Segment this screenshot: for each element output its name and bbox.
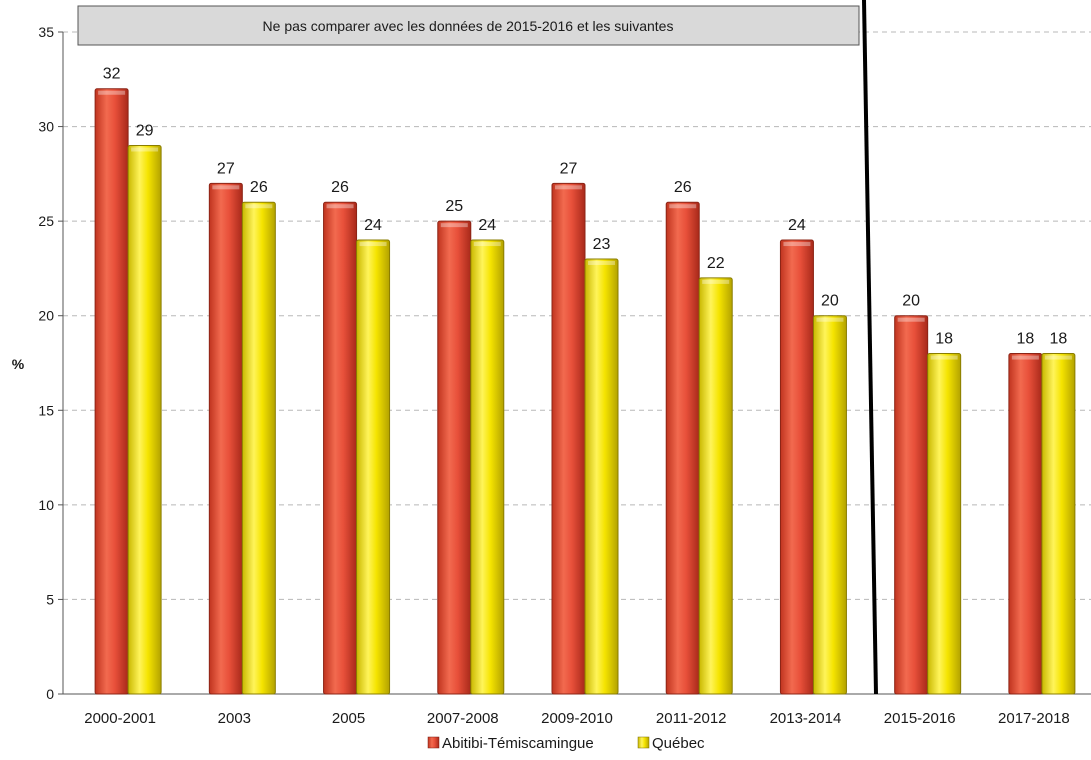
x-tick-label: 2017-2018 <box>998 710 1070 727</box>
data-label-quebec: 22 <box>707 255 725 272</box>
data-label-abitibi: 27 <box>560 160 578 177</box>
bar-abitibi <box>1008 353 1043 695</box>
bar-quebec-bevel <box>930 355 958 360</box>
y-tick-label: 30 <box>38 119 54 135</box>
bar-abitibi-bevel <box>555 185 582 190</box>
y-tick-label: 20 <box>38 308 54 324</box>
bar-quebec <box>241 201 276 695</box>
legend-swatch-abitibi <box>427 736 440 749</box>
data-label-quebec: 24 <box>364 217 382 234</box>
bar-abitibi-bevel <box>326 204 354 209</box>
bar-abitibi <box>779 239 814 695</box>
bar-abitibi-bevel <box>1011 355 1039 360</box>
bar-abitibi-bevel <box>897 317 925 322</box>
bar-quebec <box>698 277 733 695</box>
y-tick-label: 35 <box>38 24 54 40</box>
bar-abitibi-bevel <box>783 242 811 247</box>
x-tick-label: 2007-2008 <box>427 710 499 727</box>
bar-abitibi-bevel <box>212 185 240 190</box>
x-tick-label: 2011-2012 <box>656 710 727 727</box>
y-tick-label: 0 <box>46 686 54 702</box>
legend-label-abitibi: Abitibi-Témiscamingue <box>442 735 594 752</box>
bar-quebec-bevel <box>1044 355 1072 360</box>
y-tick-label: 10 <box>38 497 54 513</box>
comparison-note-text: Ne pas comparer avec les données de 2015… <box>263 18 674 34</box>
bar-quebec-bevel <box>473 242 501 247</box>
data-label-quebec: 18 <box>935 331 953 348</box>
data-label-abitibi: 18 <box>1016 331 1034 348</box>
y-tick-label: 25 <box>38 213 54 229</box>
data-label-quebec: 24 <box>478 217 496 234</box>
bar-abitibi <box>894 315 929 695</box>
data-label-abitibi: 25 <box>445 198 463 215</box>
data-label-quebec: 29 <box>136 122 154 139</box>
data-label-quebec: 26 <box>250 179 268 196</box>
bar-quebec <box>127 144 162 695</box>
x-tick-label: 2009-2010 <box>541 710 613 727</box>
bar-abitibi <box>323 201 358 695</box>
data-label-abitibi: 26 <box>674 179 692 196</box>
legend-swatch-quebec <box>637 736 650 749</box>
data-label-abitibi: 24 <box>788 217 806 234</box>
bar-quebec-bevel <box>588 260 615 265</box>
bar-abitibi <box>551 182 586 695</box>
y-axis-label: % <box>12 356 25 372</box>
data-label-abitibi: 27 <box>217 160 235 177</box>
data-label-quebec: 23 <box>593 236 611 253</box>
bar-quebec <box>356 239 391 695</box>
period-divider-line <box>862 0 878 695</box>
bar-quebec <box>470 239 505 695</box>
data-label-quebec: 20 <box>821 293 839 310</box>
bar-abitibi-bevel <box>669 204 697 209</box>
bar-abitibi <box>208 182 243 695</box>
x-tick-label: 2015-2016 <box>884 710 956 727</box>
legend-label-quebec: Québec <box>652 735 705 752</box>
x-tick-label: 2003 <box>218 710 251 727</box>
y-tick-label: 15 <box>38 402 54 418</box>
bar-quebec-bevel <box>816 317 844 322</box>
bar-abitibi <box>665 201 700 695</box>
legend-item-quebec: Québec <box>637 735 705 752</box>
comparison-note: Ne pas comparer avec les données de 2015… <box>77 5 860 46</box>
bar-quebec <box>927 353 962 695</box>
x-tick-label: 2013-2014 <box>770 710 842 727</box>
bar-quebec-bevel <box>131 147 159 152</box>
bar-quebec <box>1041 353 1076 695</box>
bar-abitibi <box>437 220 472 695</box>
y-tick-label: 5 <box>46 591 54 607</box>
comparison-note-box <box>77 5 860 46</box>
bar-quebec-bevel <box>245 204 273 209</box>
bar-quebec-bevel <box>359 242 387 247</box>
data-label-quebec: 18 <box>1049 331 1067 348</box>
x-tick-label: 2005 <box>332 710 365 727</box>
legend: Abitibi-Témiscamingue Québec <box>427 735 705 752</box>
bar-abitibi <box>94 88 129 695</box>
data-label-abitibi: 32 <box>103 66 121 83</box>
bar-quebec-bevel <box>702 279 730 284</box>
legend-item-abitibi: Abitibi-Témiscamingue <box>427 735 594 752</box>
data-label-abitibi: 26 <box>331 179 349 196</box>
bar-quebec <box>584 258 619 695</box>
data-label-abitibi: 20 <box>902 293 920 310</box>
bar-quebec <box>812 315 847 695</box>
bar-abitibi-bevel <box>98 90 126 95</box>
bar-abitibi-bevel <box>440 223 468 228</box>
x-tick-label: 2000-2001 <box>84 710 156 727</box>
